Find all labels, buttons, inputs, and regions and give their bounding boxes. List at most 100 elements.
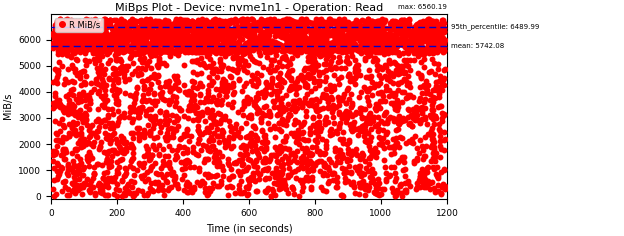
Point [378, 30, 388, 34]
Point [423, 31, 433, 35]
Point [319, 46, 329, 50]
Point [134, 42, 144, 46]
Point [74, 21, 84, 25]
Point [412, 146, 422, 149]
Point [92, 52, 102, 56]
Point [234, 170, 244, 174]
Point [217, 19, 227, 23]
Point [125, 93, 135, 97]
Point [164, 48, 174, 52]
Point [391, 117, 401, 121]
Point [277, 22, 287, 26]
Point [346, 35, 356, 39]
Point [120, 32, 130, 36]
Point [149, 99, 159, 103]
Point [337, 28, 347, 31]
Point [352, 32, 362, 35]
Point [303, 176, 313, 179]
Point [230, 48, 240, 52]
Point [241, 122, 251, 125]
Point [82, 30, 92, 34]
Point [247, 33, 257, 37]
Point [298, 43, 308, 47]
Point [73, 39, 83, 43]
Point [298, 130, 308, 134]
Point [419, 57, 429, 61]
Point [245, 158, 255, 162]
Point [220, 40, 230, 44]
Point [168, 131, 178, 135]
Point [356, 37, 366, 41]
Point [97, 85, 107, 89]
Point [366, 75, 376, 78]
Point [372, 185, 382, 188]
Point [54, 172, 64, 176]
Point [107, 133, 117, 137]
Point [281, 26, 291, 30]
Point [283, 38, 293, 42]
Point [293, 41, 303, 45]
Point [405, 58, 415, 62]
Point [361, 183, 371, 187]
Point [265, 33, 275, 37]
Point [276, 49, 286, 53]
Point [438, 18, 448, 22]
Point [231, 30, 241, 33]
Point [81, 48, 91, 52]
Point [323, 20, 333, 24]
Point [212, 152, 222, 155]
Point [229, 46, 239, 50]
Point [129, 37, 139, 41]
Point [154, 19, 164, 23]
Point [306, 35, 316, 39]
Point [200, 33, 210, 36]
Point [184, 49, 194, 53]
Point [173, 40, 183, 44]
Point [208, 61, 218, 65]
Point [354, 181, 364, 185]
Point [94, 74, 104, 78]
Point [168, 170, 178, 173]
Point [211, 51, 221, 55]
Point [48, 153, 58, 157]
Point [156, 95, 166, 99]
Point [74, 93, 84, 97]
Point [127, 109, 137, 112]
Point [105, 18, 115, 21]
Point [175, 23, 185, 27]
Point [288, 84, 298, 88]
Point [208, 34, 218, 37]
Point [143, 191, 153, 194]
Point [321, 26, 331, 30]
Point [79, 120, 89, 123]
Point [184, 104, 194, 108]
Point [363, 46, 373, 50]
Point [419, 38, 429, 42]
Point [298, 166, 308, 170]
Point [245, 48, 255, 52]
Point [175, 21, 185, 25]
Point [173, 49, 183, 53]
Point [341, 67, 351, 70]
Point [103, 21, 113, 25]
Point [375, 65, 385, 69]
Point [250, 24, 260, 27]
Point [421, 21, 431, 25]
Point [192, 49, 202, 53]
Point [136, 49, 146, 53]
Point [268, 77, 278, 80]
Point [324, 157, 334, 161]
Point [281, 19, 291, 23]
Point [385, 61, 395, 65]
Point [228, 20, 238, 23]
Point [208, 67, 218, 71]
Point [105, 22, 115, 26]
Point [339, 171, 349, 175]
Point [88, 131, 98, 135]
Point [148, 189, 158, 193]
Point [111, 96, 121, 99]
Point [120, 92, 130, 95]
Point [421, 34, 431, 38]
Point [424, 21, 434, 25]
Point [366, 34, 376, 37]
